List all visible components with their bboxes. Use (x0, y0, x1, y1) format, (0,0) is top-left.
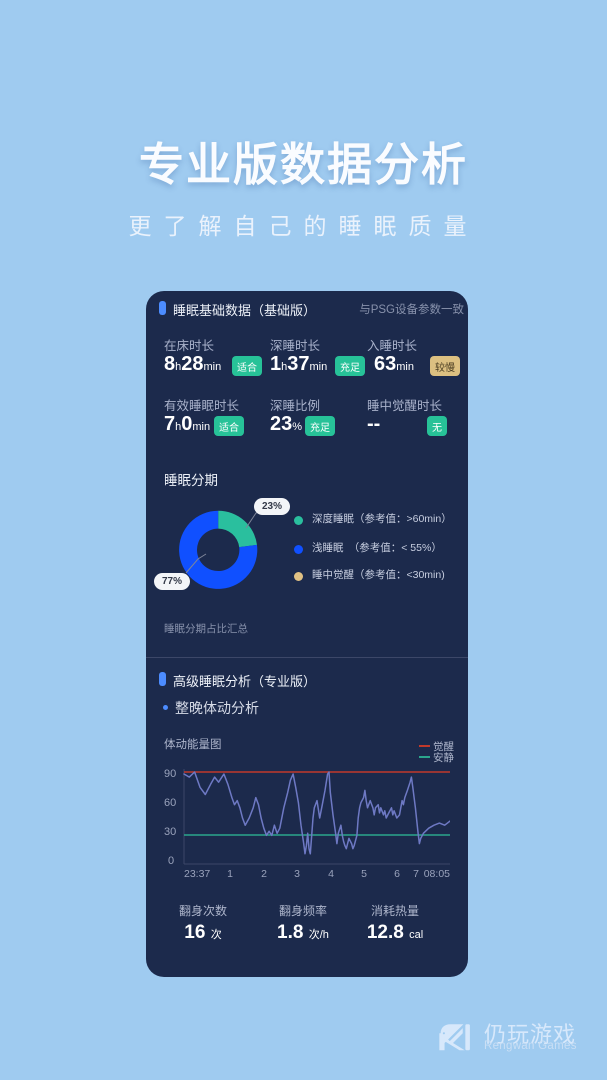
svg-text:60: 60 (164, 797, 176, 809)
svg-text:30: 30 (164, 826, 176, 838)
svg-text:0: 0 (168, 855, 174, 867)
svg-text:23:37: 23:37 (184, 868, 210, 880)
svg-text:2: 2 (261, 868, 267, 880)
svg-text:4: 4 (328, 868, 334, 880)
svg-text:7: 7 (413, 868, 419, 880)
svg-text:6: 6 (394, 868, 400, 880)
svg-text:3: 3 (294, 868, 300, 880)
svg-text:90: 90 (164, 769, 176, 780)
svg-text:1: 1 (227, 868, 233, 880)
svg-text:5: 5 (361, 868, 367, 880)
svg-text:08:05: 08:05 (424, 868, 450, 880)
